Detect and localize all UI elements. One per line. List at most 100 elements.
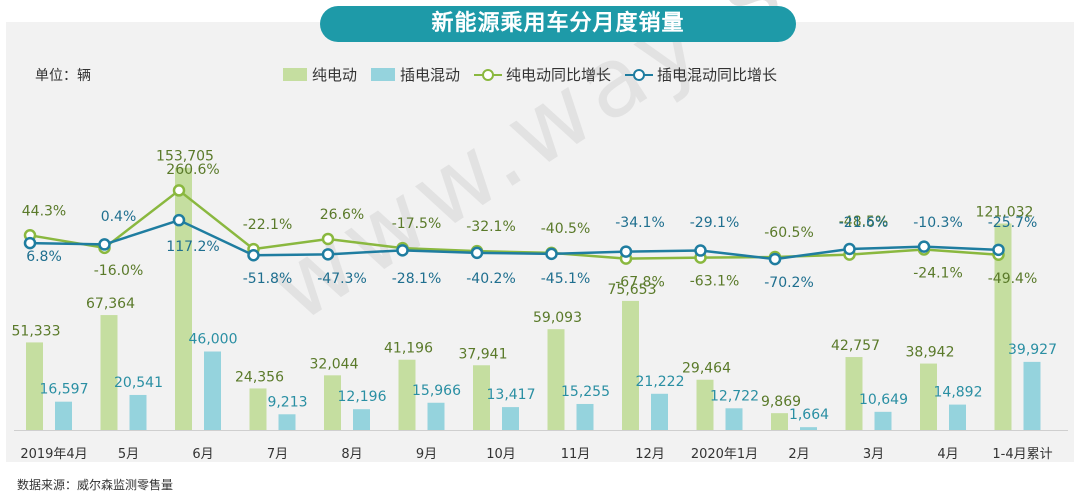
phev-growth-point (98, 238, 111, 251)
growth-label-phev: 6.8% (26, 249, 62, 265)
bar-phev (1023, 361, 1041, 430)
x-tick-label: 10月 (486, 447, 516, 462)
legend: 纯电动 插电混动 纯电动同比增长 插电混动同比增长 (283, 64, 791, 85)
bar-phev (725, 408, 743, 430)
x-tick-label: 11月 (561, 447, 591, 462)
bar-phev (129, 394, 147, 430)
bar-label-bev: 38,942 (906, 345, 955, 361)
phev-growth-point (843, 242, 856, 256)
growth-label-phev: -45.1% (541, 271, 591, 287)
bev-growth-point (321, 232, 335, 246)
chart-title: 新能源乘用车分月度销量 (320, 6, 796, 42)
bar-label-bev: 37,941 (459, 346, 508, 362)
x-tick-label: 3月 (863, 447, 884, 462)
phev-growth-point (545, 247, 558, 261)
bar-phev (55, 401, 72, 430)
bar-label-bev: 32,044 (310, 356, 359, 372)
bar-phev (278, 414, 296, 430)
legend-item-phev-growth: 插电混动同比增长 (625, 64, 777, 85)
x-tick-label: 2019年4月 (20, 447, 87, 462)
growth-label-bev: -22.1% (243, 217, 293, 233)
legend-label-phev-growth: 插电混动同比增长 (657, 66, 778, 84)
bar-label-phev: 12,196 (338, 389, 387, 405)
bar-label-phev: 13,417 (487, 387, 536, 403)
bar-label-phev: 9,213 (267, 394, 307, 410)
bar-label-phev: 14,892 (934, 385, 983, 401)
growth-label-phev: -10.3% (913, 215, 963, 231)
bar-bev (845, 357, 863, 430)
bar-bev (547, 329, 565, 430)
legend-label-bev-growth: 纯电动同比增长 (506, 66, 612, 84)
legend-swatch-phev (371, 68, 396, 81)
x-tick-label: 5月 (118, 447, 139, 462)
bar-phev (874, 411, 892, 430)
x-tick-label: 2020年1月 (691, 447, 758, 462)
phev-growth-point (247, 249, 260, 262)
bar-phev (204, 351, 221, 430)
bar-label-phev: 39,927 (1008, 342, 1057, 358)
bar-label-phev: 16,597 (40, 382, 89, 398)
growth-label-phev: 117.2% (166, 239, 219, 255)
bar-label-bev: 153,705 (156, 149, 214, 165)
phev-growth-point (694, 244, 707, 257)
growth-label-bev: -17.5% (392, 216, 442, 232)
x-tick-label: 7月 (267, 447, 288, 462)
x-tick-label: 9月 (416, 447, 437, 462)
x-tick-label: 4月 (937, 447, 958, 462)
bar-label-bev: 29,464 (682, 361, 731, 377)
bar-phev (576, 403, 594, 430)
bar-label-bev: 121,032 (976, 204, 1034, 220)
growth-label-bev: -49.4% (988, 271, 1038, 287)
bar-label-bev: 24,356 (235, 369, 284, 385)
bar-label-bev: 42,757 (831, 338, 880, 354)
bar-label-phev: 15,966 (412, 383, 461, 399)
bar-phev (800, 427, 817, 430)
bar-bev (26, 342, 43, 430)
bar-bev (175, 167, 192, 430)
legend-label-phev: 插电混动 (400, 66, 461, 84)
phev-growth-point (396, 244, 409, 257)
x-tick-label: 1-4月累计 (992, 447, 1052, 462)
legend-label-bev: 纯电动 (312, 66, 358, 84)
bar-bev (249, 388, 267, 430)
growth-label-bev: -16.0% (94, 263, 144, 279)
x-tick-label: 2月 (788, 447, 809, 462)
bar-label-phev: 20,541 (114, 375, 163, 391)
bar-bev (324, 375, 341, 430)
growth-label-phev: 0.4% (101, 209, 137, 225)
growth-label-phev: -70.2% (764, 275, 814, 291)
bar-label-phev: 1,664 (789, 407, 829, 423)
bar-bev (696, 379, 714, 430)
bar-phev (427, 402, 445, 430)
bar-label-bev: 59,093 (533, 310, 582, 326)
bev-growth-line (29, 188, 999, 260)
bev-growth-point (172, 184, 186, 197)
phev-growth-point (172, 213, 186, 227)
legend-item-phev: 插电混动 (371, 64, 460, 85)
x-tick-label: 12月 (635, 447, 665, 462)
legend-swatch-bev (283, 68, 307, 81)
growth-label-bev: -32.1% (466, 219, 516, 235)
growth-label-bev: -40.5% (541, 221, 591, 237)
bar-bev (994, 223, 1012, 430)
phev-growth-point (321, 248, 335, 261)
phev-growth-point (992, 243, 1005, 257)
phev-growth-point (917, 240, 931, 253)
phev-growth-line (29, 218, 999, 261)
growth-label-bev: 26.6% (320, 207, 364, 223)
growth-label-bev: 260.6% (166, 162, 219, 178)
legend-line-bev-growth (474, 68, 503, 82)
phev-growth-point (619, 245, 633, 258)
bar-bev (398, 359, 416, 430)
bar-bev (473, 365, 490, 430)
bar-label-phev: 10,649 (859, 392, 908, 408)
legend-item-bev: 纯电动 (283, 64, 357, 85)
growth-label-bev: -24.1% (913, 266, 963, 282)
bar-label-phev: 12,722 (710, 388, 759, 404)
bar-label-phev: 15,255 (561, 384, 610, 400)
unit-label: 单位：辆 (35, 68, 91, 84)
bar-label-bev: 75,653 (608, 282, 657, 298)
bar-label-phev: 21,222 (636, 374, 685, 390)
phev-growth-point (23, 236, 37, 250)
